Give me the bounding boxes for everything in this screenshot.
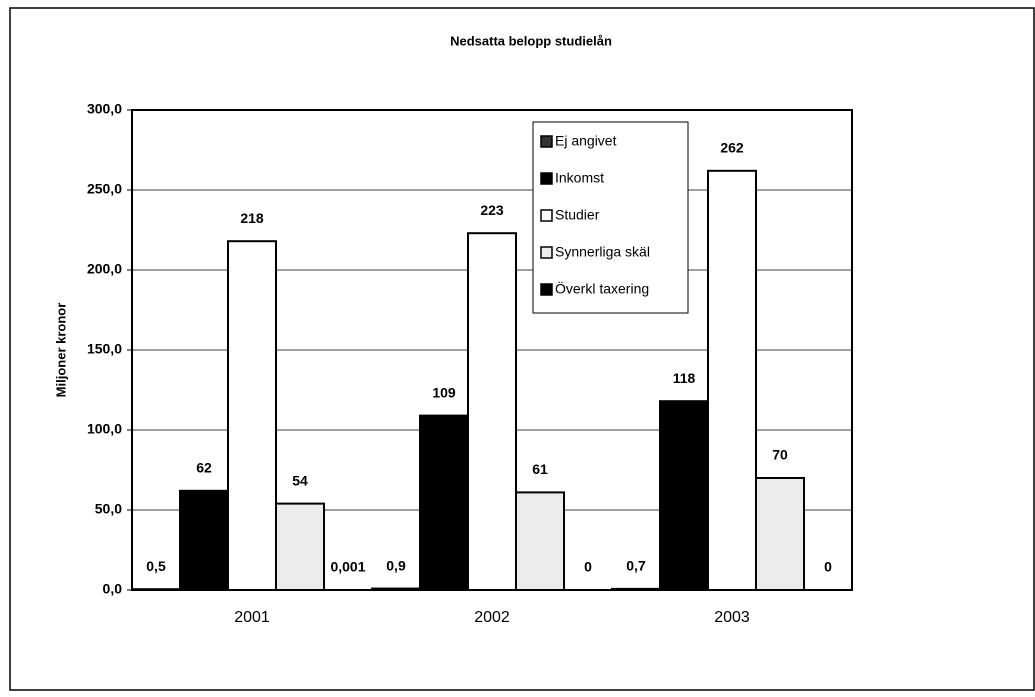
data-label: 262 xyxy=(720,140,744,156)
x-tick-label: 2002 xyxy=(474,609,510,626)
y-tick-label: 300,0 xyxy=(87,101,122,117)
x-tick-label: 2003 xyxy=(714,609,750,626)
bar xyxy=(131,588,181,592)
y-tick-label: 50,0 xyxy=(95,501,122,517)
bar xyxy=(515,491,565,591)
chart-title: Nedsatta belopp studielån xyxy=(450,33,612,48)
y-tick-label: 150,0 xyxy=(87,341,122,357)
data-label: 223 xyxy=(480,202,504,218)
legend-swatch xyxy=(540,209,553,222)
data-label: 118 xyxy=(673,370,696,386)
bar xyxy=(755,477,805,591)
bar xyxy=(611,587,661,592)
bar xyxy=(419,414,469,591)
bar xyxy=(227,240,277,591)
legend-box xyxy=(532,121,689,314)
data-label: 0 xyxy=(584,559,592,575)
legend-swatch xyxy=(540,172,553,185)
legend-swatch xyxy=(540,135,553,148)
bar xyxy=(707,169,757,592)
legend-label: Ej angivet xyxy=(555,133,617,149)
data-label: 61 xyxy=(532,461,548,477)
bar xyxy=(659,400,709,592)
x-tick-label: 2001 xyxy=(234,609,270,626)
data-label: 0,5 xyxy=(146,558,166,574)
data-label: 109 xyxy=(432,384,456,400)
y-tick-label: 250,0 xyxy=(87,181,122,197)
bar xyxy=(371,587,421,591)
y-tick-label: 100,0 xyxy=(87,421,122,437)
data-label: 218 xyxy=(240,210,264,226)
data-label: 0,9 xyxy=(386,557,406,573)
bar xyxy=(275,502,325,592)
y-tick-label: 0,0 xyxy=(103,581,123,597)
data-label: 62 xyxy=(196,460,212,476)
y-axis-label: Miljoner kronor xyxy=(53,303,68,398)
bar xyxy=(179,489,229,591)
data-label: 0 xyxy=(824,559,832,575)
legend-swatch xyxy=(540,283,553,296)
legend-label: Överkl taxering xyxy=(555,280,649,297)
legend-label: Synnerliga skäl xyxy=(555,244,650,260)
legend-label: Studier xyxy=(555,207,600,223)
data-label: 54 xyxy=(292,472,308,488)
data-label: 70 xyxy=(772,447,788,463)
y-tick-label: 200,0 xyxy=(87,261,122,277)
legend-swatch xyxy=(540,246,553,259)
data-label: 0,001 xyxy=(330,559,365,575)
bar xyxy=(467,232,517,591)
data-label: 0,7 xyxy=(626,558,646,574)
legend-label: Inkomst xyxy=(555,170,604,186)
